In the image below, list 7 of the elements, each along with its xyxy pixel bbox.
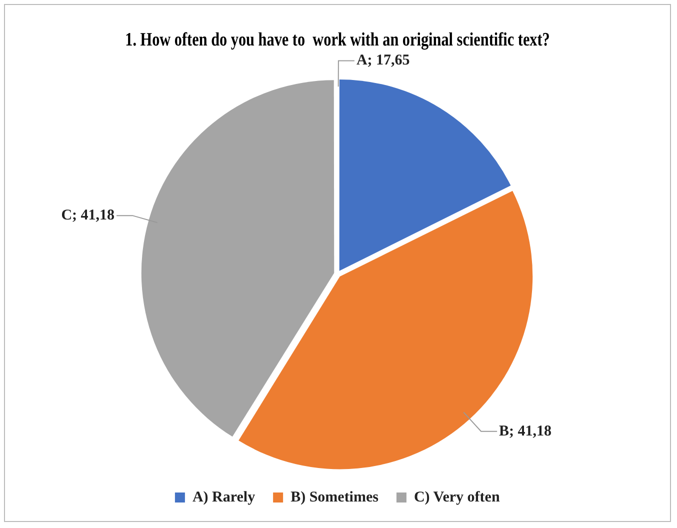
chart-title: 1. How often do you have to work with an original scientific text? — [125, 28, 550, 50]
legend-label: A) Rarely — [192, 489, 256, 506]
data-label: A; 17,65 — [356, 52, 410, 69]
legend-label: C) Very often — [414, 489, 500, 506]
data-label: B; 41,18 — [499, 423, 552, 440]
legend-label: B) Sometimes — [290, 489, 379, 506]
data-label: C; 41,18 — [61, 207, 115, 224]
